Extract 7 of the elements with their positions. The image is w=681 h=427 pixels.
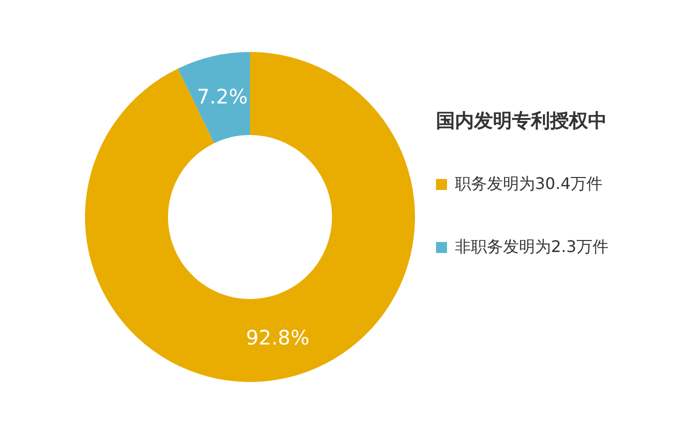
donut-slice xyxy=(178,52,250,144)
legend-label: 职务发明为30.4万件 xyxy=(455,174,603,195)
data-label: 92.8% xyxy=(246,325,310,350)
legend-label: 非职务发明为2.3万件 xyxy=(455,237,608,258)
legend-title: 国内发明专利授权中 xyxy=(436,109,608,134)
data-label: 7.2% xyxy=(196,84,248,109)
donut-slice xyxy=(85,52,415,382)
